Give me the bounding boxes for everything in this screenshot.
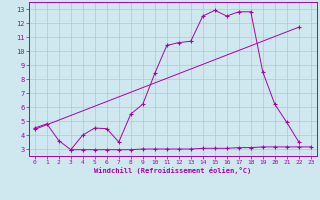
X-axis label: Windchill (Refroidissement éolien,°C): Windchill (Refroidissement éolien,°C) (94, 167, 252, 174)
